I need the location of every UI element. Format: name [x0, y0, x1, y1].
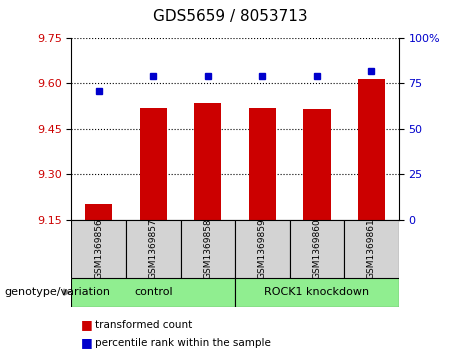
FancyBboxPatch shape [290, 220, 344, 278]
Bar [194, 103, 221, 220]
Text: ROCK1 knockdown: ROCK1 knockdown [264, 287, 370, 297]
FancyBboxPatch shape [126, 220, 181, 278]
Text: GSM1369858: GSM1369858 [203, 218, 213, 279]
FancyBboxPatch shape [71, 278, 235, 307]
Text: genotype/variation: genotype/variation [5, 287, 111, 297]
Text: percentile rank within the sample: percentile rank within the sample [95, 338, 271, 348]
Text: GSM1369861: GSM1369861 [367, 218, 376, 279]
Bar [303, 109, 331, 220]
Text: ■: ■ [81, 318, 92, 331]
Text: GSM1369856: GSM1369856 [94, 218, 103, 279]
Text: control: control [134, 287, 172, 297]
Text: ■: ■ [81, 337, 92, 350]
Bar [249, 108, 276, 220]
Bar [358, 79, 385, 220]
FancyBboxPatch shape [235, 278, 399, 307]
FancyBboxPatch shape [181, 220, 235, 278]
Text: GSM1369859: GSM1369859 [258, 218, 267, 279]
Bar [140, 108, 167, 220]
Text: transformed count: transformed count [95, 320, 192, 330]
Bar [85, 204, 112, 220]
FancyBboxPatch shape [71, 220, 126, 278]
Text: GDS5659 / 8053713: GDS5659 / 8053713 [153, 9, 308, 24]
FancyBboxPatch shape [344, 220, 399, 278]
FancyBboxPatch shape [235, 220, 290, 278]
Text: GSM1369860: GSM1369860 [313, 218, 321, 279]
Text: GSM1369857: GSM1369857 [149, 218, 158, 279]
